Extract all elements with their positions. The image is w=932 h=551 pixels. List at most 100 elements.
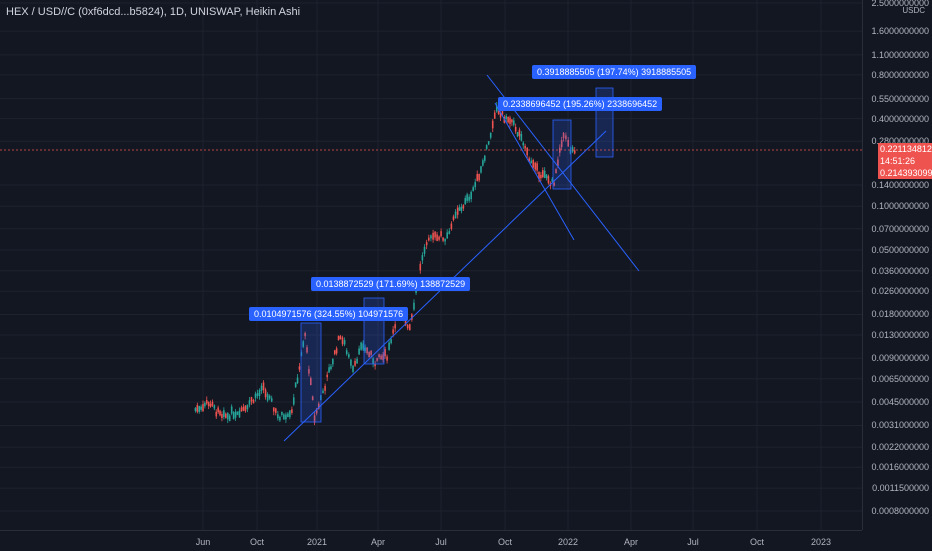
candle-body: [258, 390, 261, 397]
candle-body: [240, 407, 243, 412]
price-chart[interactable]: [0, 0, 862, 530]
candle-body: [553, 182, 555, 186]
price-label: 0.1400000000: [871, 179, 929, 190]
candle-body: [260, 385, 263, 391]
candle-body: [244, 405, 247, 412]
price-label: 0.4000000000: [871, 113, 929, 124]
candle-body: [213, 405, 216, 409]
candle-body: [565, 135, 567, 140]
candle-body: [392, 329, 394, 334]
time-label: Oct: [497, 537, 513, 547]
price-label: 0.0180000000: [871, 309, 929, 320]
grid-lines: [0, 0, 862, 530]
measure-callout[interactable]: 0.3918885505 (197.74%) 3918885505: [532, 65, 697, 79]
candle-body: [298, 366, 301, 370]
candle-body: [380, 355, 382, 360]
candle-body: [560, 140, 563, 148]
candle-body: [423, 246, 426, 254]
price-label: 1.1000000000: [871, 49, 929, 60]
candle-body: [540, 174, 542, 179]
measure-callout[interactable]: 0.0138872529 (171.69%) 138872529: [311, 277, 471, 291]
candle-body: [532, 160, 535, 168]
candle-body: [567, 139, 570, 147]
candle-body: [444, 238, 446, 242]
candle-body: [291, 409, 293, 413]
candle-body: [308, 369, 310, 374]
current-price-tag: 0.2211348123: [878, 143, 932, 155]
candle-body: [279, 416, 281, 421]
candle-body: [483, 155, 486, 161]
candle-body: [374, 363, 376, 367]
candle-body: [543, 170, 546, 178]
candle-body: [440, 231, 442, 237]
price-label: 0.8000000000: [871, 69, 929, 80]
candle-body: [215, 411, 218, 417]
candle-body: [406, 324, 409, 329]
price-axis[interactable]: USDC 2.5000000000 1.6000000000 1.100000000…: [862, 0, 932, 530]
candle-body: [434, 231, 436, 238]
candle-body: [262, 382, 265, 391]
candle-body: [294, 382, 297, 388]
candle-body: [313, 415, 316, 423]
candle-body: [194, 407, 197, 412]
candle-body: [232, 412, 235, 420]
candle-body: [425, 242, 428, 246]
time-label: Jul: [687, 537, 699, 547]
candle-body: [478, 173, 480, 181]
price-label: 0.0031000000: [871, 420, 929, 431]
measure-callout[interactable]: 0.2338696452 (195.26%) 2338696452: [498, 97, 663, 111]
candle-body: [522, 142, 525, 146]
candle-body: [296, 377, 299, 384]
candle-body: [538, 172, 540, 180]
measure-callout[interactable]: 0.0104971576 (324.55%) 104971576: [249, 307, 409, 321]
price-label: 0.0022000000: [871, 442, 929, 453]
candle-body: [378, 354, 380, 358]
candle-body: [246, 404, 249, 410]
candle-body: [252, 399, 255, 404]
candle-body: [238, 410, 241, 418]
candle-body: [337, 335, 340, 341]
candle-body: [428, 237, 430, 241]
candle-body: [456, 207, 459, 215]
candle-body: [264, 389, 267, 398]
price-label: 0.0360000000: [871, 265, 929, 276]
candle-body: [219, 410, 221, 416]
candle-body: [495, 105, 498, 112]
candle-body: [211, 401, 214, 406]
price-label: 2.5000000000: [871, 0, 929, 8]
candle-body: [507, 116, 509, 123]
candle-body: [332, 358, 334, 365]
candle-body: [364, 347, 366, 351]
candle-body: [352, 365, 354, 372]
candle-body: [205, 400, 208, 404]
candle-body: [524, 145, 526, 149]
candle-body: [356, 358, 358, 364]
candle-body: [509, 117, 511, 124]
candle-body: [480, 166, 482, 173]
candle-body: [368, 352, 370, 358]
candle-body: [275, 408, 277, 413]
candle-body: [200, 406, 202, 410]
candle-body: [333, 350, 336, 355]
price-label: 0.0090000000: [871, 353, 929, 364]
time-axis[interactable]: Jun Oct 2021 Apr Jul Oct 2022 Apr Jul Oct 2023: [0, 530, 862, 551]
candle-body: [518, 129, 521, 137]
candle-body: [476, 174, 479, 181]
candle-body: [384, 349, 386, 357]
drawings[interactable]: [0, 74, 862, 442]
candle-body: [458, 207, 461, 211]
candle-body: [202, 404, 204, 412]
candle-body: [335, 348, 338, 354]
time-label: 2021: [306, 537, 328, 547]
candle-body: [376, 358, 378, 361]
price-label: 0.5500000000: [871, 93, 929, 104]
lower-channel-line: [494, 102, 575, 241]
candle-body: [354, 360, 356, 366]
candle-body: [330, 366, 332, 370]
candle-body: [530, 160, 532, 164]
price-label: 0.0260000000: [871, 286, 929, 297]
candle-body: [281, 411, 283, 415]
price-label: 0.0016000000: [871, 462, 929, 473]
candle-body: [339, 336, 342, 340]
